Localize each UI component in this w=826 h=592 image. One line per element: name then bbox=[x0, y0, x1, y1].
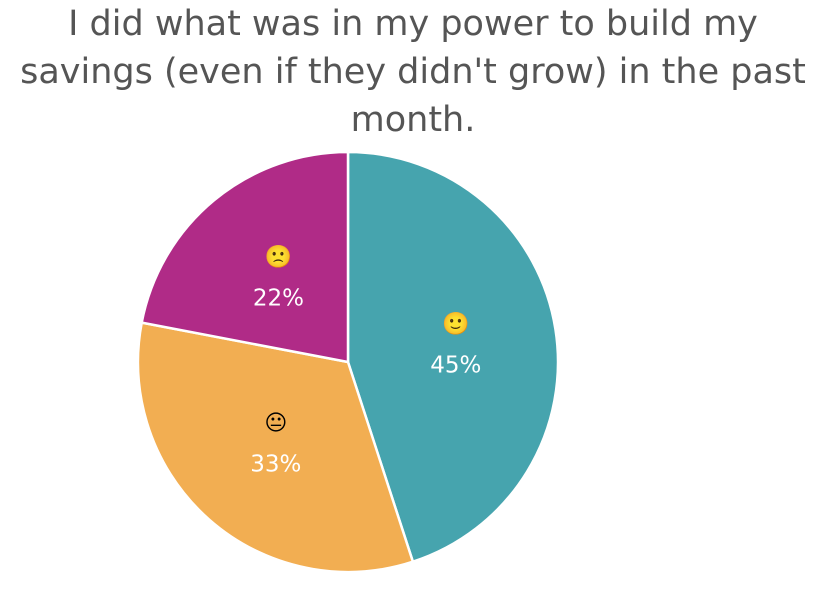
pie-slice bbox=[140, 150, 350, 364]
slice-emoji: 😐 bbox=[264, 411, 287, 436]
chart-title-box: I did what was in my power to build my s… bbox=[0, 0, 826, 144]
slice-label: 45% bbox=[430, 352, 481, 378]
pie-slice bbox=[346, 150, 560, 564]
slice-emoji: 🙂 bbox=[442, 311, 469, 337]
slice-emoji: 🙁 bbox=[265, 244, 292, 270]
slice-label: 33% bbox=[250, 451, 301, 477]
pie-slice bbox=[136, 321, 415, 574]
chart-title: I did what was in my power to build my s… bbox=[20, 4, 806, 140]
slice-label: 22% bbox=[253, 285, 304, 311]
